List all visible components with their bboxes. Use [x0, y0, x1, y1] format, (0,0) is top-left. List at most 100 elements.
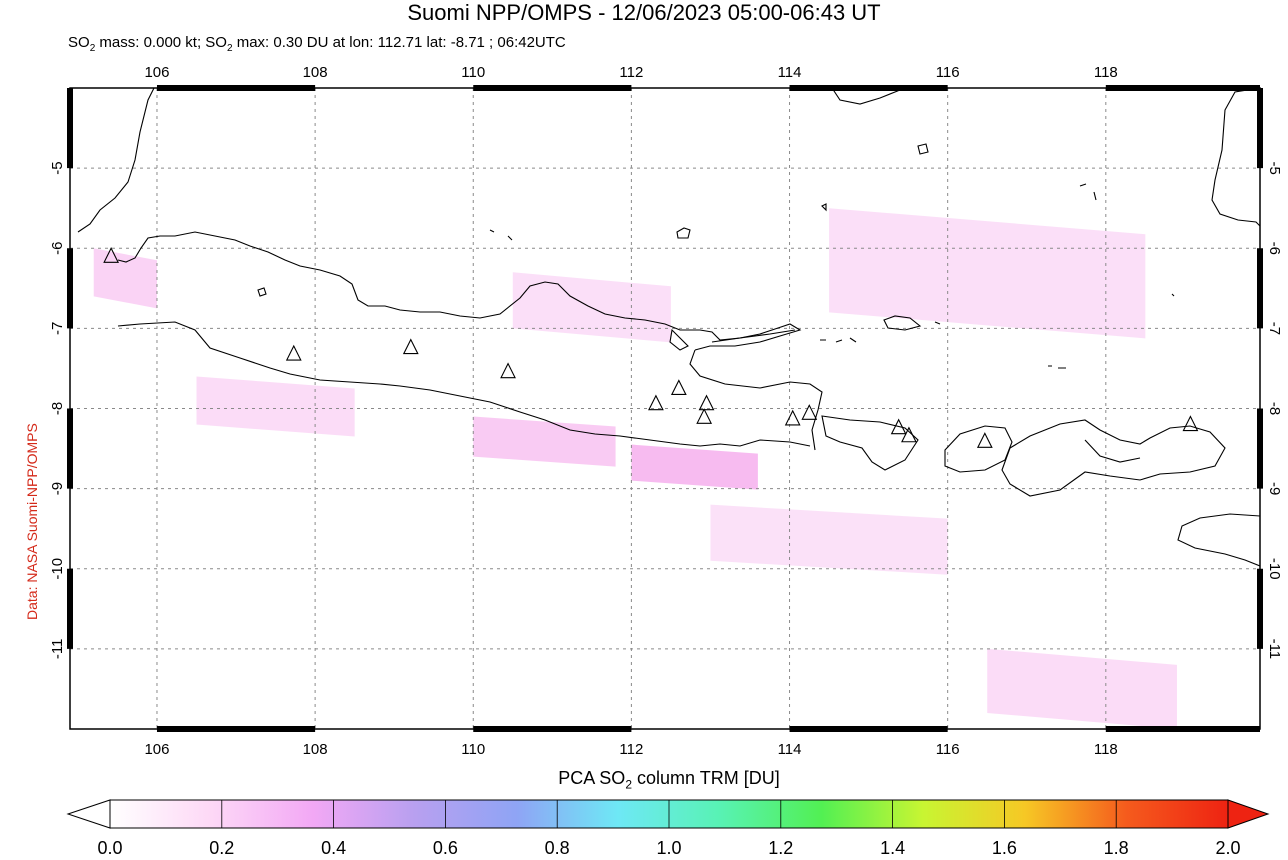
colorbar-tick-label: 0.6 — [433, 838, 458, 858]
so2-swath — [93, 248, 157, 309]
lon-tick-label-bottom: 108 — [303, 741, 328, 758]
so2-summary-sub1: 2 — [89, 43, 96, 54]
coastline-layer — [77, 88, 1260, 567]
colorbar-tick-label: 0.8 — [545, 838, 570, 858]
lon-tick-label-bottom: 106 — [144, 741, 169, 758]
left-border-bar — [67, 248, 73, 329]
lon-tick-label-top: 106 — [144, 64, 169, 81]
colorbar-tick-label: 2.0 — [1215, 838, 1240, 858]
so2-swath — [631, 444, 758, 490]
so2-swath — [987, 648, 1177, 729]
coastline-sumba — [1177, 513, 1260, 567]
volcano-triangle — [648, 394, 664, 411]
volcano-triangle — [670, 379, 687, 396]
colorbar: 0.0 0.2 0.4 0.6 0.8 1.0 1.2 1.4 1.6 1.8 2.0 — [66, 799, 1270, 858]
lat-tick-label-left: -8 — [49, 402, 66, 415]
coastline-sulawesi — [1211, 88, 1260, 227]
top-border-bar — [1105, 85, 1260, 91]
bottom-border-bar — [789, 726, 948, 732]
so2-summary-part1: SO — [68, 34, 90, 51]
colorbar-label-sub: 2 — [625, 777, 632, 792]
volcano-triangle — [976, 432, 993, 448]
map-border-ticks — [67, 85, 1263, 732]
right-border-bar — [1257, 568, 1263, 649]
so2-summary-part3: max: 0.30 DU at lon: 112.71 lat: -8.71 ;… — [232, 34, 566, 51]
lat-tick-label-right: -9 — [1266, 482, 1283, 495]
lat-tick-label-right: -11 — [1266, 639, 1283, 660]
left-border-bar — [67, 568, 73, 649]
lat-tick-label-right: -6 — [1266, 242, 1283, 255]
lat-tick-label-left: -9 — [49, 482, 66, 495]
volcano-triangle — [285, 344, 302, 361]
colorbar-ticks: 0.0 0.2 0.4 0.6 0.8 1.0 1.2 1.4 1.6 1.8 2.0 — [97, 800, 1241, 858]
coastline-kalimantan — [831, 88, 906, 105]
coastline-java-east — [689, 349, 823, 451]
colorbar-tick-label: 1.4 — [880, 838, 905, 858]
bottom-border-bar — [156, 726, 316, 732]
lon-tick-label-top: 116 — [936, 64, 960, 81]
volcano-triangle — [696, 408, 713, 424]
lon-tick-label-bottom: 110 — [461, 741, 485, 758]
top-border-bar — [156, 85, 316, 91]
lat-tick-label-right: -5 — [1266, 161, 1283, 174]
coastline-surabaya-strait — [669, 328, 689, 351]
lat-tick-label-left: -6 — [49, 242, 66, 255]
colorbar-label-pre: PCA SO — [558, 768, 626, 788]
right-border-bar — [1257, 248, 1263, 329]
coastline-bawean — [676, 227, 691, 239]
so2-summary-part2: mass: 0.000 kt; SO — [95, 34, 227, 51]
colorbar-label-post: column TRM [DU] — [632, 768, 780, 788]
lon-tick-label-top: 118 — [1094, 64, 1118, 81]
so2-swath — [710, 504, 948, 575]
coastline-kangean — [883, 315, 922, 331]
lon-tick-label-top: 112 — [619, 64, 643, 81]
volcano-triangle — [801, 404, 818, 420]
coastline-java-south — [117, 321, 811, 447]
volcano-triangle — [500, 362, 516, 379]
lat-tick-label-left: -7 — [49, 322, 66, 335]
coastline-sumatra — [77, 88, 155, 233]
colorbar-tick-label: 1.6 — [992, 838, 1017, 858]
lat-tick-label-right: -10 — [1266, 558, 1283, 580]
colorbar-tick-label: 1.2 — [768, 838, 793, 858]
lon-tick-label-bottom: 118 — [1094, 741, 1118, 758]
coastline-sumbawa-bay — [1084, 439, 1141, 463]
lon-tick-label-bottom: 114 — [778, 741, 802, 758]
lon-tick-label-bottom: 116 — [936, 741, 960, 758]
lon-tick-label-top: 108 — [303, 64, 328, 81]
coastline-karimunjawa — [257, 287, 267, 297]
lat-tick-label-left: -11 — [49, 639, 66, 660]
top-border-bar — [473, 85, 632, 91]
colorbar-label: PCA SO2 column TRM [DU] — [0, 768, 1288, 792]
volcano-triangle — [402, 338, 419, 355]
colorbar-tick-label: 0.4 — [321, 838, 346, 858]
volcano-triangle — [103, 247, 120, 263]
colorbar-tick-label: 1.8 — [1104, 838, 1129, 858]
so2-summary: SO2 mass: 0.000 kt; SO2 max: 0.30 DU at … — [68, 34, 566, 58]
volcano-triangle — [698, 394, 715, 411]
so2-swath — [473, 416, 616, 467]
map-title: Suomi NPP/OMPS - 12/06/2023 05:00-06:43 … — [407, 0, 881, 25]
colorbar-high-arrow — [1227, 799, 1270, 829]
lat-tick-label-left: -5 — [49, 161, 66, 174]
so2-swath-layer — [93, 208, 1177, 729]
coastline-bali — [821, 415, 919, 471]
lon-tick-label-top: 114 — [778, 64, 802, 81]
lon-tick-label-top: 110 — [461, 64, 485, 81]
lat-tick-label-right: -7 — [1266, 322, 1283, 335]
colorbar-tick-label: 0.0 — [97, 838, 122, 858]
volcano-markers — [103, 247, 1199, 448]
colorbar-low-arrow — [66, 799, 111, 829]
so2-swath — [829, 208, 1146, 339]
top-border-bar — [789, 85, 948, 91]
volcano-triangle — [901, 426, 917, 443]
coastline-madura — [711, 329, 796, 343]
so2-map: 106 106 108 108 110 110 112 112 114 114 116 116 118 1… — [49, 64, 1283, 758]
graticule — [70, 88, 1260, 729]
bottom-border-bar — [1105, 726, 1260, 732]
so2-summary-sub2: 2 — [226, 43, 233, 54]
colorbar-tick-label: 0.2 — [209, 838, 234, 858]
so2-swath — [196, 376, 355, 437]
lat-tick-label-right: -8 — [1266, 402, 1283, 415]
volcano-triangle — [1182, 415, 1199, 432]
